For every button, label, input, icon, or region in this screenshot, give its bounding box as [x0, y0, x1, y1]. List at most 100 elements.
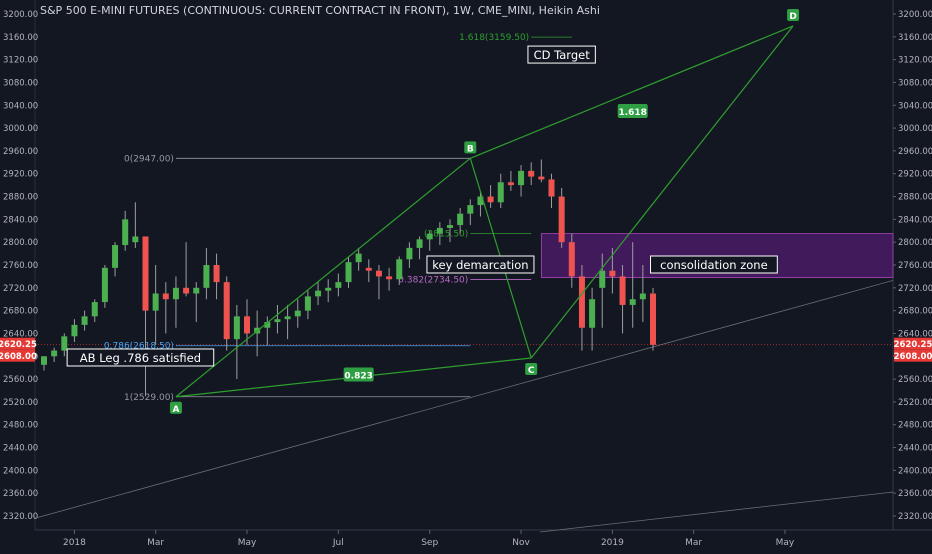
- candle-body: [51, 350, 58, 357]
- x-tick-label: Mar: [685, 538, 702, 548]
- candle-body: [81, 316, 88, 325]
- candle-body: [172, 287, 179, 300]
- candle-body: [61, 336, 68, 351]
- y-tick-label-right: 2520.00: [898, 398, 932, 408]
- candle-body: [223, 282, 230, 340]
- candle-body: [447, 225, 453, 228]
- pattern-line-bd: [470, 25, 794, 159]
- candle-body: [396, 259, 403, 280]
- y-tick-label-right: 2560.00: [898, 375, 932, 385]
- price-tag-bg-left: [0, 349, 35, 362]
- candle-body: [589, 299, 596, 328]
- annotation-box: [650, 255, 778, 274]
- y-tick-label-right: 3000.00: [898, 124, 932, 134]
- x-tick-label: Jul: [332, 538, 344, 548]
- price-tag-label-left: 2608.00: [0, 352, 37, 362]
- y-tick-label-right: 2480.00: [898, 421, 932, 431]
- y-tick-label-right: 2920.00: [898, 170, 932, 180]
- candle-body: [213, 265, 220, 283]
- candle-body: [650, 293, 656, 345]
- candle-body: [162, 293, 169, 300]
- y-tick-label-right: 2400.00: [898, 466, 932, 476]
- x-tick-label: Sep: [421, 538, 438, 548]
- price-tag-label-left: 2620.25: [0, 340, 37, 350]
- pattern-line-ab: [175, 157, 471, 398]
- candle-body: [122, 219, 129, 246]
- y-tick-label-right: 2760.00: [898, 261, 932, 271]
- candle-body: [355, 253, 362, 263]
- candle-body: [507, 182, 514, 186]
- candle-body: [548, 179, 555, 197]
- candle-body: [193, 287, 200, 294]
- candle-body: [315, 290, 322, 297]
- point-label: D: [789, 12, 796, 22]
- annotation-box: [66, 348, 215, 367]
- y-tick-label-left: 3120.00: [3, 56, 38, 66]
- point-marker-c: [525, 362, 538, 375]
- candle-body: [619, 276, 626, 305]
- y-tick-label-right: 3120.00: [898, 56, 932, 66]
- candle-body: [233, 316, 240, 340]
- y-tick-label-left: 2720.00: [3, 284, 38, 294]
- candle-body: [335, 282, 342, 288]
- ratio-label: 0.823: [344, 372, 372, 382]
- candle-body: [41, 356, 47, 365]
- candle-body: [639, 293, 646, 300]
- candle-body: [274, 319, 281, 323]
- fib-level-label: 0.786(2618.50): [104, 342, 174, 352]
- y-tick-label-left: 2440.00: [3, 444, 38, 454]
- y-tick-label-right: 3040.00: [898, 101, 932, 111]
- x-tick-label: 2019: [601, 538, 624, 548]
- y-tick-label-left: 2960.00: [3, 147, 38, 157]
- annotation-text: consolidation zone: [660, 258, 768, 272]
- y-tick-label-left: 3040.00: [3, 101, 38, 111]
- candle-body: [568, 242, 575, 277]
- y-tick-label-left: 2680.00: [3, 307, 38, 317]
- candle-body: [142, 236, 149, 311]
- fib-level-label: (2815.50): [424, 229, 468, 239]
- candle-body: [457, 213, 464, 226]
- trendline-lower: [539, 491, 894, 533]
- candle-body: [244, 316, 250, 334]
- fib-level-label: 1(2529.00): [124, 393, 174, 403]
- y-tick-label-left: 2520.00: [3, 398, 38, 408]
- candle-body: [599, 270, 606, 288]
- candle-body: [365, 267, 372, 271]
- fib-level-label: 0(2947.00): [124, 154, 174, 164]
- y-tick-label-right: 2440.00: [898, 444, 932, 454]
- price-tag-bg-left: [0, 337, 35, 350]
- candle-body: [386, 276, 393, 280]
- candle-body: [284, 316, 291, 320]
- candle-body: [112, 245, 119, 268]
- candle-body: [203, 265, 210, 288]
- candle-body: [183, 287, 190, 294]
- candle-body: [91, 302, 98, 317]
- candle-body: [152, 293, 159, 311]
- y-tick-label-right: 3080.00: [898, 78, 932, 88]
- candle-body: [609, 270, 616, 277]
- pattern-line-cd: [530, 25, 794, 359]
- y-tick-label-left: 2880.00: [3, 193, 38, 203]
- candle-body: [528, 170, 535, 177]
- point-label: C: [528, 366, 535, 376]
- candle-body: [558, 196, 565, 243]
- y-tick-label-left: 2920.00: [3, 170, 38, 180]
- price-tag-label: 2608.00: [894, 352, 932, 362]
- y-tick-label-right: 2640.00: [898, 329, 932, 339]
- chart-title: S&P 500 E-MINI FUTURES (CONTINUOUS: CURR…: [40, 4, 600, 17]
- price-tag-bg: [894, 349, 932, 362]
- point-marker-b: [464, 141, 477, 154]
- y-tick-label-left: 2400.00: [3, 466, 38, 476]
- point-marker-a: [169, 401, 182, 414]
- y-tick-label-left: 3160.00: [3, 33, 38, 43]
- ratio-label: 1.618: [618, 108, 646, 118]
- candle-body: [497, 182, 504, 203]
- candle-body: [426, 233, 433, 240]
- point-label: B: [467, 144, 474, 154]
- annotation-text: CD Target: [534, 48, 591, 62]
- annotation-text: AB Leg .786 satisfied: [80, 351, 201, 365]
- y-tick-label-left: 2560.00: [3, 375, 38, 385]
- y-tick-label-left: 2360.00: [3, 489, 38, 499]
- candle-body: [264, 322, 271, 328]
